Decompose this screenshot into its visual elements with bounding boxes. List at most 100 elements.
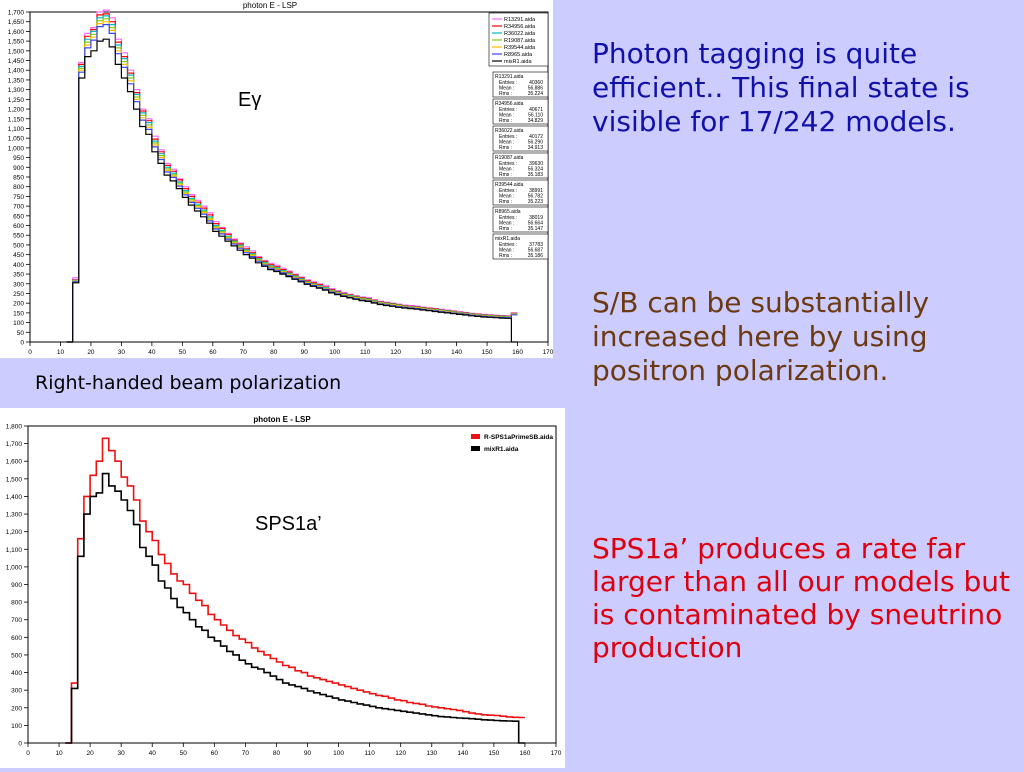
y-tick-label: 400 [13, 262, 24, 269]
stats-mean-label: Mean : [499, 140, 514, 146]
y-tick-label: 1,300 [6, 512, 23, 519]
stats-mean-label: Mean : [499, 194, 514, 200]
y-tick-label: 1,050 [8, 136, 25, 143]
stats-rms-value: 35.183 [528, 172, 544, 178]
y-tick-label: 100 [11, 723, 22, 730]
legend-entry: R13291.aida [504, 17, 536, 23]
y-tick-label: 1,500 [8, 48, 25, 55]
x-tick-label: 20 [87, 349, 95, 356]
chart-title: photon E - LSP [243, 1, 297, 10]
y-tick-label: 1,650 [8, 19, 25, 26]
stats-rms-value: 35.224 [528, 91, 544, 97]
y-tick-label: 150 [13, 310, 24, 317]
stats-entries-value: 38019 [529, 215, 543, 221]
y-tick-label: 1,100 [6, 547, 23, 554]
y-tick-label: 1,500 [6, 476, 23, 483]
x-tick-label: 40 [149, 750, 157, 757]
y-tick-label: 900 [11, 582, 22, 589]
stats-rms-label: Rms : [499, 226, 512, 232]
y-tick-label: 500 [13, 242, 24, 249]
top-histogram-chart: photon E - LSP05010015020025030035040045… [8, 1, 554, 356]
x-tick-label: 160 [512, 349, 523, 356]
stats-entries-value: 40360 [529, 80, 543, 86]
stats-rms-label: Rms : [499, 253, 512, 259]
stats-entries-value: 37783 [529, 242, 543, 248]
stats-entries-label: Entries : [499, 215, 517, 221]
stats-mean-value: 56.290 [528, 140, 544, 146]
series-line-1 [65, 472, 525, 744]
x-tick-label: 70 [242, 750, 250, 757]
series-line-1 [66, 13, 518, 343]
stats-entries-label: Entries : [499, 161, 517, 167]
y-tick-label: 1,600 [6, 459, 23, 466]
stats-entries-value: 38991 [529, 188, 543, 194]
x-tick-label: 30 [118, 349, 126, 356]
stats-file-label: R39544.aida [495, 182, 524, 188]
stats-entries-label: Entries : [499, 80, 517, 86]
text-block-efficiency: Photon tagging is quite efficient.. This… [592, 37, 970, 138]
chart-title: photon E - LSP [253, 415, 311, 424]
text-block-sps1a: SPS1a’ produces a rate far larger than a… [592, 532, 1010, 664]
stats-file-label: R36022.aida [495, 128, 524, 134]
legend-swatch [471, 446, 480, 451]
x-tick-label: 170 [543, 349, 553, 356]
plot-frame [29, 11, 549, 343]
x-tick-label: 90 [301, 349, 309, 356]
stats-rms-value: 34.913 [528, 145, 544, 151]
y-tick-label: 650 [13, 213, 24, 220]
series-line-5 [66, 24, 518, 343]
y-tick-label: 350 [13, 272, 24, 279]
y-tick-label: 1,000 [8, 145, 25, 152]
y-tick-label: 600 [13, 223, 24, 230]
legend-entry: mixR1.aida [504, 59, 532, 65]
stats-box-frame [492, 179, 549, 206]
y-tick-label: 250 [13, 291, 24, 298]
x-tick-label: 150 [482, 349, 493, 356]
y-tick-label: 100 [13, 320, 24, 327]
y-tick-label: 950 [13, 155, 24, 162]
y-tick-label: 1,400 [8, 68, 25, 75]
stats-file-label: mixR1.aida [495, 236, 520, 242]
x-tick-label: 80 [273, 750, 281, 757]
stats-mean-value: 56.782 [528, 194, 544, 200]
stats-rms-label: Rms : [499, 172, 512, 178]
legend-entry: R39544.aida [504, 45, 536, 51]
stats-rms-label: Rms : [499, 199, 512, 205]
y-tick-label: 700 [11, 617, 22, 624]
stats-box-frame [492, 125, 549, 152]
stats-entries-label: Entries : [499, 242, 517, 248]
y-tick-label: 800 [11, 600, 22, 607]
chart-annotation-e-gamma: Eγ [238, 89, 261, 111]
stats-entries-value: 40671 [529, 107, 543, 113]
x-tick-label: 110 [364, 750, 375, 757]
x-tick-label: 60 [211, 750, 219, 757]
stats-box-frame [492, 98, 549, 125]
stats-file-label: R19087.aida [495, 155, 524, 161]
y-tick-label: 1,150 [8, 116, 25, 123]
x-tick-label: 40 [148, 349, 156, 356]
stats-mean-label: Mean : [499, 167, 514, 173]
x-tick-label: 110 [360, 349, 371, 356]
y-tick-label: 200 [13, 301, 24, 308]
legend-swatch [471, 434, 480, 439]
x-tick-label: 170 [551, 750, 562, 757]
stats-rms-value: 35.147 [528, 226, 544, 232]
stats-box-frame [492, 152, 549, 179]
figure-caption: Right-handed beam polarization [35, 372, 342, 394]
text-block-positron-polarization: S/B can be substantially increased here … [592, 286, 930, 387]
x-tick-label: 60 [209, 349, 217, 356]
series-line-3 [66, 18, 518, 343]
y-tick-label: 300 [13, 281, 24, 288]
y-tick-label: 1,000 [6, 564, 23, 571]
x-tick-label: 130 [426, 750, 437, 757]
series-line-0 [65, 437, 525, 744]
series-line-2 [66, 15, 518, 343]
stats-file-label: R8965.aida [495, 209, 521, 215]
stats-box-frame [492, 206, 549, 233]
x-tick-label: 160 [520, 750, 531, 757]
x-tick-label: 150 [488, 750, 499, 757]
stats-mean-value: 56.664 [528, 221, 544, 227]
